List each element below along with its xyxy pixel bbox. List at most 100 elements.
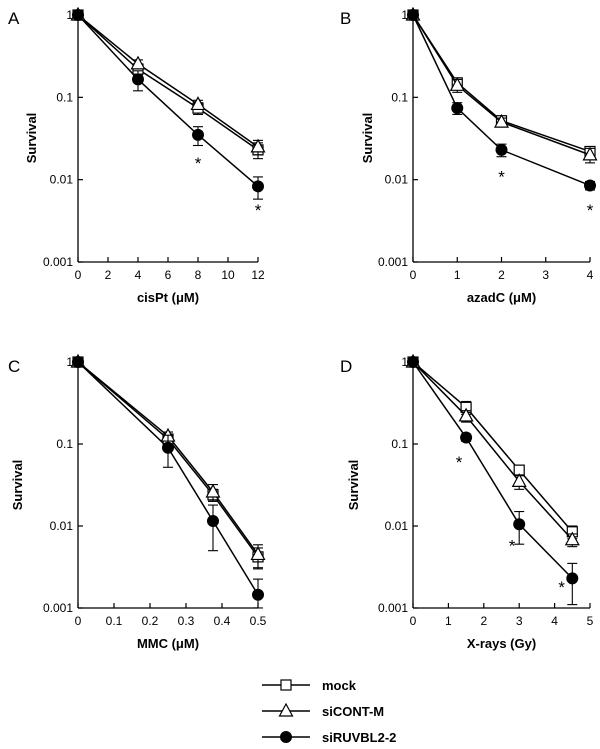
data-point	[190, 96, 206, 111]
data-point	[132, 73, 144, 86]
data-point	[513, 518, 526, 531]
x-tick-label: 1	[454, 268, 461, 282]
y-tick-label: 0.1	[56, 437, 73, 451]
x-tick-label: 6	[165, 268, 172, 282]
data-point	[250, 138, 266, 153]
y-tick-label: 1	[66, 8, 73, 22]
x-axis-label: X-rays (Gy)	[467, 636, 536, 651]
y-tick-label: 0.001	[43, 255, 73, 269]
x-tick-label: 0	[410, 614, 417, 628]
x-tick-label: 0.4	[214, 614, 231, 628]
y-tick-label: 0.1	[391, 437, 408, 451]
x-tick-label: 1	[445, 614, 452, 628]
series-line	[77, 361, 259, 596]
data-point	[566, 572, 579, 585]
legend-label: siRUVBL2-2	[322, 730, 396, 745]
data-point	[72, 9, 84, 21]
x-axis-label: cisPt (μM)	[137, 290, 199, 305]
error-bar	[208, 504, 218, 552]
y-tick-label: 1	[66, 355, 73, 369]
data-point	[449, 77, 465, 91]
legend-marker	[280, 731, 292, 743]
data-point	[584, 179, 596, 192]
series-line	[412, 361, 573, 533]
x-tick-label: 0	[410, 268, 417, 282]
series-line	[412, 361, 573, 541]
legend-label: siCONT-M	[322, 704, 384, 719]
x-tick-label: 8	[195, 268, 202, 282]
x-tick-label: 4	[587, 268, 594, 282]
data-point	[493, 113, 510, 128]
significance-asterisk: *	[587, 201, 594, 220]
data-point	[407, 9, 419, 21]
y-tick-label: 0.001	[378, 601, 408, 615]
y-tick-label: 0.01	[50, 519, 74, 533]
x-tick-label: 0.5	[250, 614, 267, 628]
significance-asterisk: *	[509, 536, 516, 555]
panel-letter: D	[340, 357, 352, 376]
series-line	[77, 361, 259, 558]
data-point	[252, 588, 264, 601]
data-point	[252, 180, 264, 193]
y-tick-label: 0.01	[50, 173, 74, 187]
panel-letter: A	[8, 9, 20, 28]
x-tick-label: 0.2	[142, 614, 159, 628]
series-siruvbl2-2	[407, 356, 579, 606]
series-line	[77, 361, 259, 555]
x-axis-label: MMC (μM)	[137, 636, 199, 651]
x-tick-label: 3	[542, 268, 549, 282]
data-point	[407, 356, 419, 368]
x-tick-label: 2	[480, 614, 487, 628]
data-point	[582, 146, 598, 161]
data-point	[511, 473, 527, 487]
significance-asterisk: *	[255, 201, 262, 220]
y-tick-label: 0.1	[391, 90, 408, 104]
chart-legend: mock siCONT-M siRUVBL2-2	[262, 678, 396, 745]
data-point	[207, 515, 219, 528]
data-point	[192, 128, 204, 141]
x-tick-label: 0.1	[106, 614, 123, 628]
legend-label: mock	[322, 678, 357, 693]
x-tick-label: 2	[105, 268, 112, 282]
data-point	[130, 55, 146, 70]
data-point	[72, 356, 84, 368]
series-line	[412, 14, 591, 156]
data-point	[460, 431, 473, 444]
x-tick-label: 4	[135, 268, 142, 282]
x-tick-label: 0.3	[178, 614, 195, 628]
legend-item-mock: mock	[262, 678, 357, 693]
panel-letter: B	[340, 9, 351, 28]
y-axis-label: Survival	[346, 460, 361, 511]
x-tick-label: 10	[221, 268, 235, 282]
y-tick-label: 0.001	[378, 255, 408, 269]
x-tick-label: 3	[516, 614, 523, 628]
y-axis-label: Survival	[24, 113, 39, 164]
x-axis-label: azadC (μM)	[467, 290, 536, 305]
legend-marker	[280, 679, 292, 691]
x-tick-label: 0	[75, 268, 82, 282]
x-tick-label: 0	[75, 614, 82, 628]
series-line	[412, 361, 573, 579]
series-siruvbl2-2	[72, 9, 264, 200]
y-tick-label: 0.1	[56, 90, 73, 104]
data-point	[162, 441, 174, 454]
series-siruvbl2-2	[72, 356, 264, 609]
data-point	[495, 143, 508, 156]
data-point	[458, 407, 474, 422]
x-tick-label: 5	[587, 614, 594, 628]
y-tick-label: 1	[401, 8, 408, 22]
x-tick-label: 12	[251, 268, 265, 282]
significance-asterisk: *	[456, 453, 463, 472]
legend-marker	[278, 702, 294, 717]
significance-asterisk: *	[558, 578, 565, 597]
series-mock	[407, 9, 596, 158]
series-line	[77, 14, 259, 148]
series-line	[77, 14, 259, 151]
legend-item-sicont-m: siCONT-M	[262, 702, 384, 719]
y-tick-label: 1	[401, 355, 408, 369]
